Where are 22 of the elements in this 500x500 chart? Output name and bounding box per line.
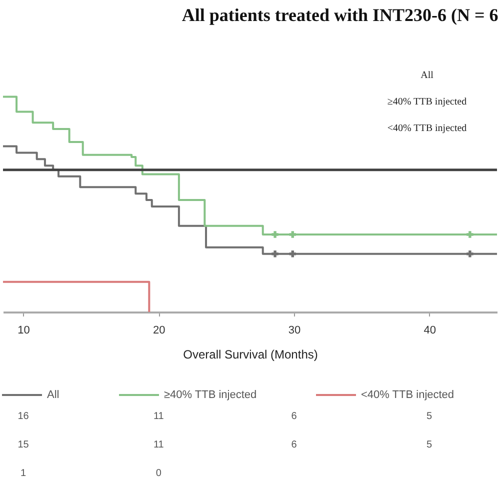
- x-tick-label: 40: [424, 324, 436, 336]
- text: 5: [426, 440, 433, 450]
- text: 16: [18, 411, 30, 422]
- legend-label: <40% TTB injected: [361, 389, 454, 401]
- text: 6: [291, 440, 298, 450]
- text: All: [420, 70, 434, 81]
- text: 5: [426, 411, 433, 422]
- text: 11: [153, 411, 164, 422]
- legend-label: ≥40% TTB injected: [164, 389, 257, 401]
- legend-label: All: [47, 389, 60, 401]
- text: 15: [18, 440, 30, 450]
- chart-title: All patients treated with INT230-6 (N = 6: [182, 5, 498, 25]
- text: 6: [291, 411, 298, 422]
- text: 11: [153, 440, 164, 450]
- text: 1: [20, 468, 27, 479]
- x-tick-label: 30: [288, 324, 301, 336]
- x-axis-title: Overall Survival (Months): [183, 348, 318, 362]
- x-tick-label: 10: [18, 324, 30, 336]
- annotation: ≥40% TTB injected: [387, 96, 467, 108]
- annotation: <40% TTB injected: [387, 123, 467, 134]
- x-tick-label: 20: [153, 324, 166, 336]
- text: 0: [156, 468, 162, 479]
